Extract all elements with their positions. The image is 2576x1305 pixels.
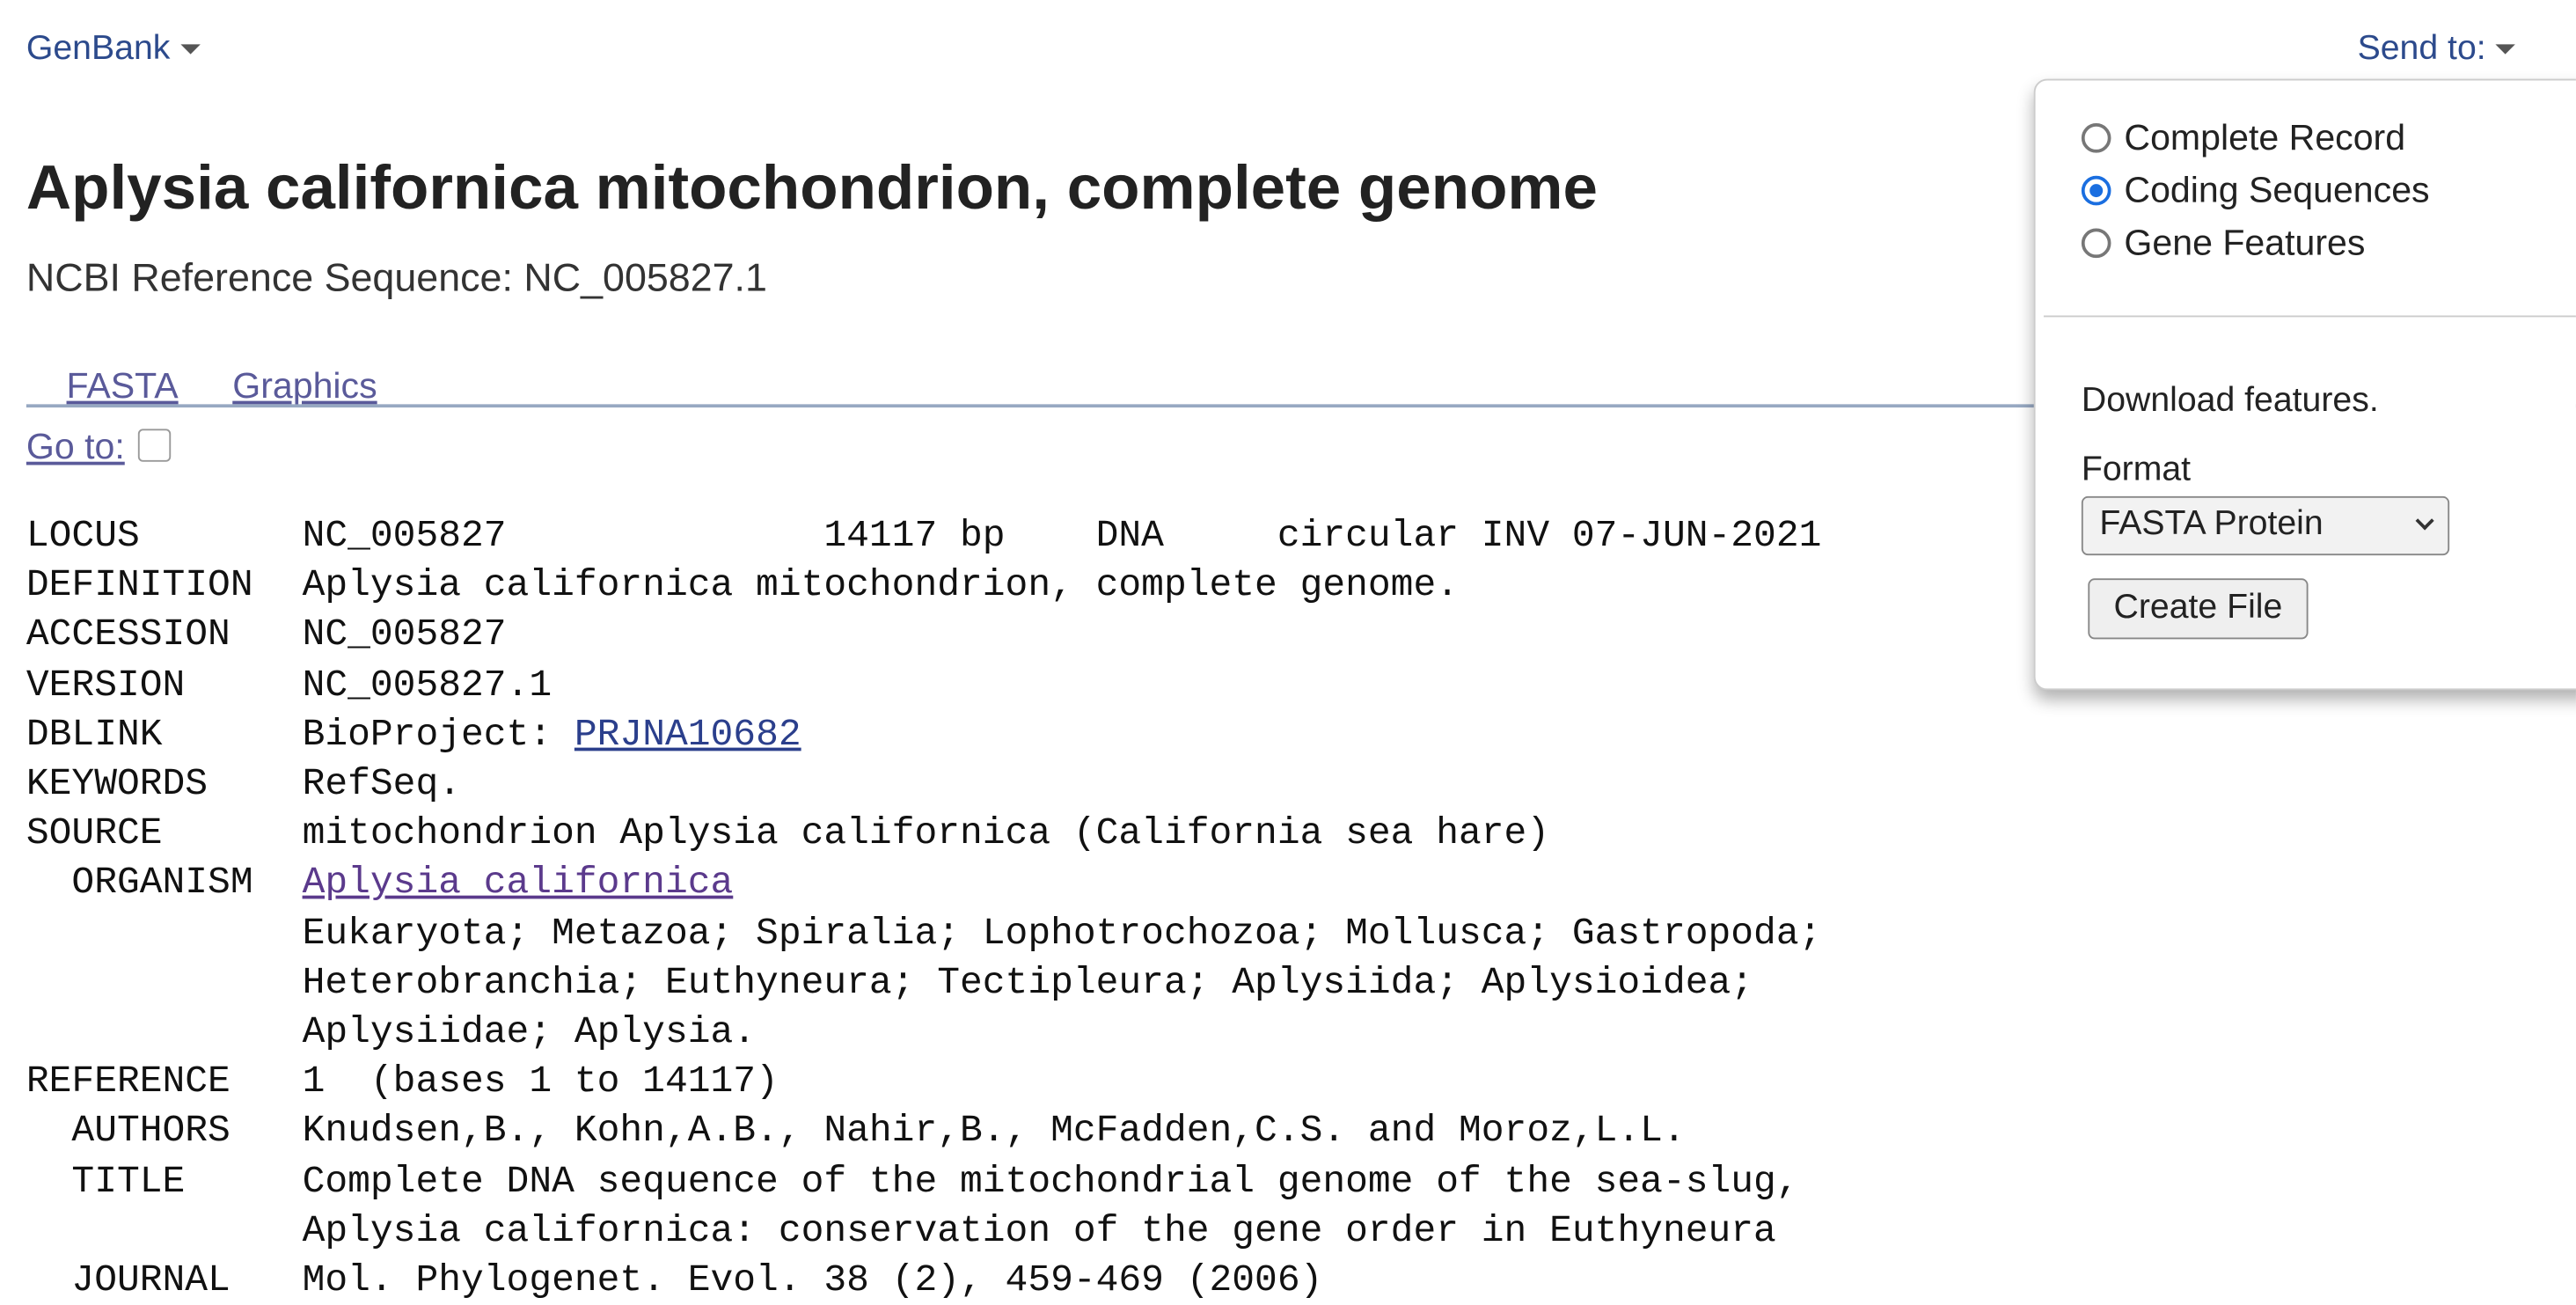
field-value: mitochondrion Aplysia californica (Calif… — [302, 811, 1550, 855]
field-label: REFERENCE — [26, 1059, 231, 1103]
graphics-link[interactable]: Graphics — [232, 364, 377, 407]
send-to-label[interactable]: Send to: — [2357, 29, 2486, 68]
field-value: BioProject: — [302, 713, 574, 756]
field-label: JOURNAL — [26, 1258, 231, 1301]
record-line: ACCESSION NC_005827 — [26, 611, 1822, 660]
field-value: NC_005827 — [302, 613, 507, 656]
field-label: AUTHORS — [26, 1110, 231, 1153]
radio-label[interactable]: Complete Record — [2124, 116, 2406, 158]
record-line: AUTHORS Knudsen,B., Kohn,A.B., Nahir,B., … — [26, 1107, 1822, 1156]
radio-button[interactable] — [2081, 175, 2111, 206]
field-value: Aplysia californica: conservation of the… — [302, 1209, 1776, 1252]
radio-button[interactable] — [2081, 228, 2111, 259]
record-line: Aplysia californica: conservation of the… — [26, 1206, 1822, 1255]
field-label: TITLE — [26, 1159, 186, 1203]
field-link[interactable]: PRJNA10682 — [574, 713, 801, 756]
field-label: DEFINITION — [26, 563, 253, 607]
field-value: NC_005827 14117 bp DNA circular INV 07-J… — [302, 514, 1822, 558]
database-label[interactable]: GenBank — [26, 29, 171, 68]
format-label: Format — [2081, 450, 2192, 488]
record-line: JOURNAL Mol. Phylogenet. Evol. 38 (2), 45… — [26, 1256, 1822, 1305]
radio-button[interactable] — [2081, 123, 2111, 153]
record-line: REFERENCE 1 (bases 1 to 14117) — [26, 1057, 1822, 1106]
goto[interactable]: Go to: — [26, 425, 172, 469]
field-label: ORGANISM — [26, 861, 253, 905]
field-label: KEYWORDS — [26, 762, 209, 806]
field-value: Aplysia californica mitochondrion, compl… — [302, 563, 1460, 607]
record-line: Eukaryota; Metazoa; Spiralia; Lophotroch… — [26, 908, 1822, 957]
record-line: LOCUS NC_005827 14117 bp DNA circular INV… — [26, 511, 1822, 561]
record-line: Aplysiidae; Aplysia. — [26, 1008, 1822, 1057]
field-value: Knudsen,B., Kohn,A.B., Nahir,B., McFadde… — [302, 1110, 1686, 1153]
record-line: SOURCE mitochondrion Aplysia californica … — [26, 809, 1822, 858]
divider — [26, 404, 2576, 408]
fasta-link[interactable]: FASTA — [66, 364, 179, 407]
field-value: Aplysiidae; Aplysia. — [302, 1010, 757, 1053]
format-select[interactable]: FASTA Protein — [2081, 495, 2450, 556]
send-to-panel: Download features. Format FASTA Protein … — [2033, 78, 2576, 691]
field-value: Heterobranchia; Euthyneura; Tectipleura;… — [302, 961, 1754, 1004]
format-links: FASTA Graphics — [26, 322, 377, 451]
record-line: KEYWORDS RefSeq. — [26, 759, 1822, 809]
send-to-menu[interactable]: Send to: — [2358, 30, 2516, 70]
flat-file-record: LOCUS NC_005827 14117 bp DNA circular INV… — [26, 511, 1822, 1305]
record-line: DEFINITION Aplysia californica mitochondr… — [26, 561, 1822, 610]
create-file-button[interactable]: Create File — [2088, 578, 2309, 640]
field-label: SOURCE — [26, 811, 163, 855]
field-label: VERSION — [26, 663, 186, 707]
radio-label[interactable]: Gene Features — [2124, 222, 2366, 263]
record-line: ORGANISM Aplysia californica — [26, 859, 1822, 908]
field-value: Mol. Phylogenet. Evol. 38 (2), 459-469 (… — [302, 1258, 1323, 1301]
field-label: ACCESSION — [26, 613, 231, 656]
field-value: RefSeq. — [302, 762, 462, 806]
record-line: DBLINK BioProject: PRJNA10682 — [26, 709, 1822, 759]
field-label: DBLINK — [26, 713, 163, 756]
record-line: VERSION NC_005827.1 — [26, 660, 1822, 709]
record-line: TITLE Complete DNA sequence of the mitoch… — [26, 1156, 1822, 1206]
panel-separator — [2043, 315, 2576, 318]
download-text: Download features. — [2081, 381, 2379, 420]
field-value: NC_005827.1 — [302, 663, 553, 707]
field-link[interactable]: Aplysia californica — [302, 861, 734, 905]
radio-label[interactable]: Coding Sequences — [2124, 169, 2430, 211]
field-value: Complete DNA sequence of the mitochondri… — [302, 1159, 1799, 1203]
goto-link[interactable]: Go to: — [26, 425, 125, 467]
record-subtitle: NCBI Reference Sequence: NC_005827.1 — [26, 256, 767, 301]
record-title: Aplysia californica mitochondrion, compl… — [26, 154, 1598, 224]
field-label: LOCUS — [26, 514, 140, 558]
format-value[interactable]: FASTA Protein — [2099, 504, 2324, 543]
field-value: Eukaryota; Metazoa; Spiralia; Lophotroch… — [302, 911, 1822, 955]
record-line: Heterobranchia; Euthyneura; Tectipleura;… — [26, 957, 1822, 1007]
database-menu[interactable]: GenBank — [26, 30, 200, 70]
field-value: 1 (bases 1 to 14117) — [302, 1059, 779, 1103]
